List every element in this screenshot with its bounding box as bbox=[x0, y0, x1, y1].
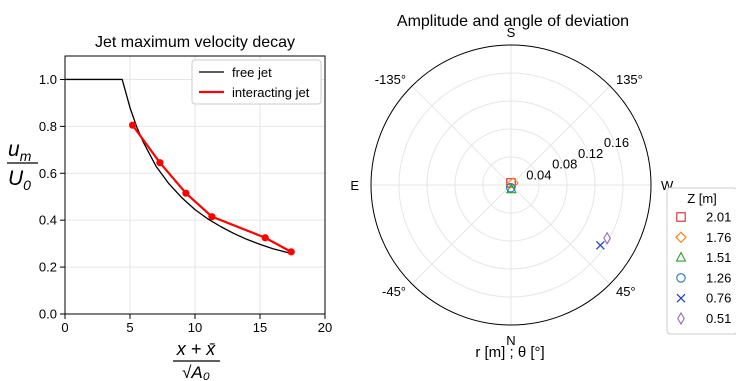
polar-chart-title: Amplitude and angle of deviation bbox=[397, 13, 629, 30]
series-line-interacting-jet bbox=[131, 124, 292, 253]
polar-legend-marker bbox=[677, 311, 685, 326]
polar-point-z-0-76 bbox=[595, 240, 605, 250]
series-line-free-jet bbox=[65, 78, 292, 255]
deviation-polar-chart: Amplitude and angle of deviation 0.040.0… bbox=[350, 13, 736, 361]
polar-legend: Z [m] 2.01 1.76 1.51 1.26 0.76 0.51 bbox=[666, 187, 736, 335]
polar-ring bbox=[426, 100, 596, 270]
polar-angle-label-bottom: N bbox=[506, 333, 515, 348]
x-tick-label: 0 bbox=[61, 320, 68, 335]
interacting-jet-point bbox=[208, 213, 216, 221]
polar-angle-label-lower-left: -45° bbox=[382, 284, 406, 299]
polar-legend-label: 1.26 bbox=[706, 270, 731, 285]
polar-ring bbox=[454, 128, 568, 242]
velocity-decay-chart: Jet maximum velocity decay 0 5 10 15 20 0.0 0.… bbox=[7, 34, 332, 381]
polar-outer-circle bbox=[370, 44, 652, 326]
polar-point-z-1-51 bbox=[505, 183, 517, 194]
polar-spoke bbox=[411, 184, 512, 285]
left-ticks: 0 5 10 15 20 0.0 0.2 0.4 0.6 0.8 1.0 bbox=[39, 72, 332, 335]
y-label-numerator: um bbox=[8, 138, 32, 164]
interacting-jet-point bbox=[182, 189, 190, 197]
y-tick-label: 0.4 bbox=[39, 213, 57, 228]
polar-x-label: r [m] ; θ [°] bbox=[475, 344, 544, 361]
polar-r-tick-label: 0.16 bbox=[604, 135, 629, 150]
y-tick-label: 0.8 bbox=[39, 119, 57, 134]
x-label-denominator: √A₀ bbox=[182, 363, 210, 381]
polar-legend-label: 1.76 bbox=[706, 230, 731, 245]
polar-legend-title: Z [m] bbox=[687, 191, 717, 206]
polar-r-tick-label: 0.04 bbox=[526, 167, 551, 182]
left-series bbox=[65, 78, 295, 256]
interacting-jet-point bbox=[129, 121, 137, 129]
polar-legend-label: 2.01 bbox=[706, 210, 731, 225]
x-label-numerator: x + x̄ bbox=[176, 339, 217, 359]
polar-points bbox=[505, 177, 611, 250]
polar-angle-label-upper-right: 135° bbox=[616, 72, 643, 87]
polar-spoke bbox=[411, 85, 512, 186]
left-x-label: x + x̄ √A₀ bbox=[173, 339, 220, 381]
x-tick-label: 15 bbox=[253, 320, 267, 335]
polar-legend-marker bbox=[675, 251, 687, 262]
polar-ring bbox=[482, 156, 540, 214]
left-legend-box bbox=[191, 59, 322, 105]
interacting-jet-point bbox=[261, 234, 269, 242]
polar-legend-label: 0.76 bbox=[706, 291, 731, 306]
left-y-label: um U0 bbox=[7, 138, 38, 193]
polar-legend-marker bbox=[676, 293, 686, 303]
y-tick-label: 0.6 bbox=[39, 166, 57, 181]
left-chart-title: Jet maximum velocity decay bbox=[95, 34, 295, 51]
polar-angle-label-upper-left: -135° bbox=[375, 72, 406, 87]
x-tick-label: 5 bbox=[126, 320, 133, 335]
y-tick-label: 0.0 bbox=[39, 307, 57, 322]
polar-legend-marker bbox=[675, 231, 687, 244]
interacting-jet-point bbox=[156, 159, 164, 167]
polar-ring bbox=[398, 72, 624, 298]
polar-r-tick-label: 0.12 bbox=[578, 146, 603, 161]
legend-free-jet-label: free jet bbox=[232, 65, 272, 80]
polar-point-z-0-51 bbox=[603, 231, 611, 245]
y-tick-label: 1.0 bbox=[39, 72, 57, 87]
left-legend: free jet interacting jet bbox=[191, 59, 322, 105]
polar-spoke bbox=[510, 184, 611, 285]
polar-angle-label-left: E bbox=[350, 178, 359, 193]
interacting-jet-point bbox=[287, 248, 295, 256]
polar-angle-label-top: S bbox=[507, 25, 516, 40]
legend-interacting-jet-label: interacting jet bbox=[232, 85, 310, 100]
polar-legend-marker bbox=[676, 212, 686, 222]
polar-point-z-1-26 bbox=[506, 183, 516, 193]
x-tick-label: 10 bbox=[188, 320, 202, 335]
polar-point-z-2-01 bbox=[506, 178, 516, 188]
polar-grid bbox=[370, 44, 652, 326]
x-tick-label: 20 bbox=[318, 320, 332, 335]
polar-legend-label: 1.51 bbox=[706, 250, 731, 265]
polar-legend-box bbox=[666, 187, 736, 335]
polar-legend-marker bbox=[676, 273, 686, 283]
polar-spoke bbox=[510, 85, 611, 186]
y-tick-label: 0.2 bbox=[39, 260, 57, 275]
y-label-denominator: U0 bbox=[8, 167, 31, 193]
polar-angle-label-lower-right: 45° bbox=[616, 284, 636, 299]
polar-r-tick-label: 0.08 bbox=[552, 157, 577, 172]
polar-legend-label: 0.51 bbox=[706, 311, 731, 326]
